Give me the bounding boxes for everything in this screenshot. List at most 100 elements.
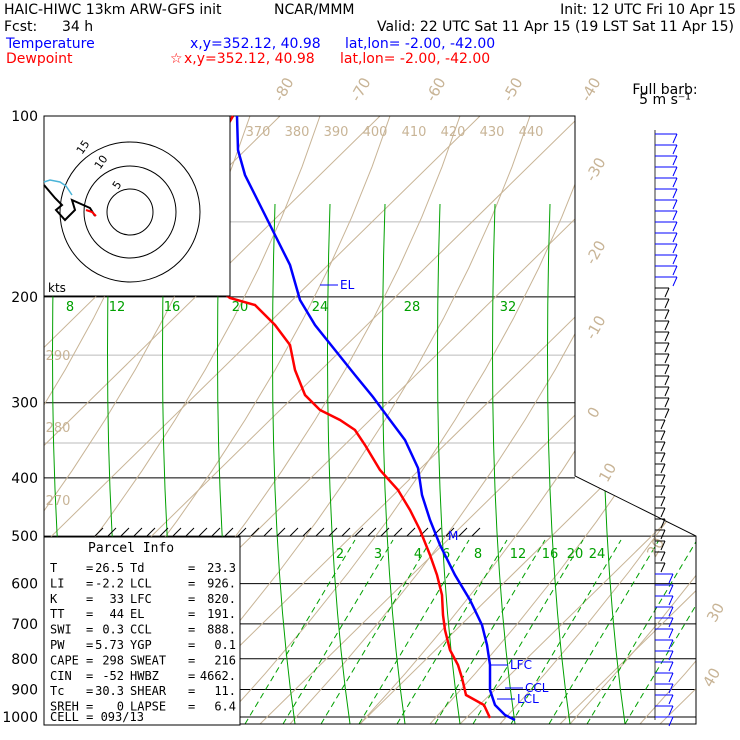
parcel-m-mark: M [448, 529, 458, 543]
theta-left-label: 270 [46, 494, 71, 509]
hatch-mark [237, 527, 247, 537]
parcel-value2: 926. [207, 576, 236, 590]
dewpoint-label: Dewpoint [6, 51, 73, 67]
parcel-key: CAPE [50, 653, 79, 667]
parcel-value: 30.3 [95, 684, 124, 698]
parcel-key2: YGP [130, 638, 152, 652]
mixing-ratio-bottom-label: 8 [474, 547, 482, 562]
hatch-mark [406, 527, 416, 537]
hodograph-low-trace [85, 209, 97, 217]
hatch-mark [224, 527, 234, 537]
parcel-value2: 6.4 [214, 700, 236, 714]
mixing-ratio-bottom-label: 3 [374, 547, 382, 562]
dry-adiabat [710, 116, 740, 724]
moist-adiabat [0, 204, 20, 724]
wind-barb-flag [668, 595, 674, 606]
level-marker-label: EL [340, 278, 355, 292]
hatch-mark [107, 527, 117, 537]
parcel-value: 298 [102, 653, 124, 667]
parcel-key2: LAPSE [130, 700, 166, 714]
parcel-eq2: = [188, 653, 195, 667]
wind-barb-flag [660, 419, 666, 430]
wind-barb-flag [668, 573, 674, 584]
hatch-mark [315, 527, 325, 537]
wind-barb-flag [672, 265, 678, 276]
wind-barb-flag [660, 474, 666, 485]
hatch-mark [263, 527, 273, 537]
wind-barb-flag [672, 254, 678, 265]
parcel-value: 0 [117, 700, 124, 714]
pressure-label: 1000 [2, 710, 38, 726]
hodograph-unit: kts [48, 281, 66, 295]
parcel-eq: = [86, 700, 93, 714]
isotherm-label: -30 [582, 154, 610, 184]
isotherm-label: 30 [703, 600, 728, 626]
mixing-ratio-top-label: 28 [404, 300, 421, 315]
parcel-value2: 820. [207, 592, 236, 606]
wind-barb-flag [672, 155, 678, 166]
dry-adiabat [44, 116, 321, 724]
parcel-key: SWI [50, 623, 72, 637]
wind-barb-flag [668, 705, 674, 716]
dry-adiabat [429, 116, 696, 724]
isotherm-label: -50 [499, 74, 527, 104]
wind-barb-flag [668, 716, 674, 727]
valid-time: Valid: 22 UTC Sat 11 Apr 15 (19 LST Sat … [377, 19, 734, 35]
barb-legend-2: 5 m s⁻¹ [639, 92, 691, 108]
dry-adiabat [219, 116, 601, 724]
mixing-ratio-top-label: 20 [232, 300, 249, 315]
wind-barb-flag [672, 276, 678, 287]
wind-barb-flag [672, 177, 678, 188]
parcel-value2: 11. [214, 684, 236, 698]
wind-barb-flag [664, 298, 670, 309]
parcel-key2: EL [130, 607, 144, 621]
mixing-ratio-line [396, 539, 508, 724]
wind-barb-flag [660, 507, 666, 518]
wind-barb-flag [668, 639, 674, 650]
isotherm-label: 0 [583, 404, 603, 421]
parcel-value: 33 [110, 592, 124, 606]
parcel-value2: 191. [207, 607, 236, 621]
wind-barb-flag [672, 144, 678, 155]
wind-barb-flag [660, 562, 666, 573]
parcel-eq2: = [188, 638, 195, 652]
parcel-eq2: = [188, 561, 195, 575]
parcel-value2: 4662. [200, 669, 236, 683]
wind-barb-flag [664, 320, 670, 331]
dry-adiabat [569, 116, 696, 724]
isotherm-label: -80 [270, 74, 298, 104]
mixing-ratio-line [282, 539, 394, 724]
wind-barb-flag [668, 683, 674, 694]
isotherm-label: -70 [347, 74, 375, 104]
wind-barb-flag [672, 243, 678, 254]
wind-barb-flag [660, 441, 666, 452]
mixing-ratio-top-label: 8 [66, 300, 74, 315]
wind-barb-flag [668, 628, 674, 639]
parcel-value: -2.2 [95, 576, 124, 590]
wind-barb-flag [672, 133, 678, 144]
wind-barb-flag [660, 551, 666, 562]
parcel-eq: = [86, 607, 93, 621]
wind-barb-flag [668, 694, 674, 705]
pressure-label: 200 [11, 290, 38, 306]
isotherm-label: -40 [577, 74, 605, 104]
pressure-label: 900 [11, 682, 38, 698]
dewpoint-latlon: lat,lon= -2.00, -42.00 [340, 51, 490, 67]
parcel-key: K [50, 592, 58, 606]
parcel-value: 26.5 [95, 561, 124, 575]
theta-label: 420 [441, 125, 466, 140]
parcel-eq2: = [188, 684, 195, 698]
mixing-ratio-line [586, 539, 696, 724]
hatch-mark [172, 527, 182, 537]
theta-label: 370 [246, 125, 271, 140]
hatch-mark [289, 527, 299, 537]
theta-label: 440 [519, 125, 544, 140]
mixing-ratio-line [624, 539, 696, 724]
wind-barb-flag [664, 309, 670, 320]
parcel-value2: 23.3 [207, 561, 236, 575]
mixing-ratio-line [434, 539, 546, 724]
parcel-eq2: = [188, 700, 195, 714]
parcel-value2: 216 [214, 653, 236, 667]
